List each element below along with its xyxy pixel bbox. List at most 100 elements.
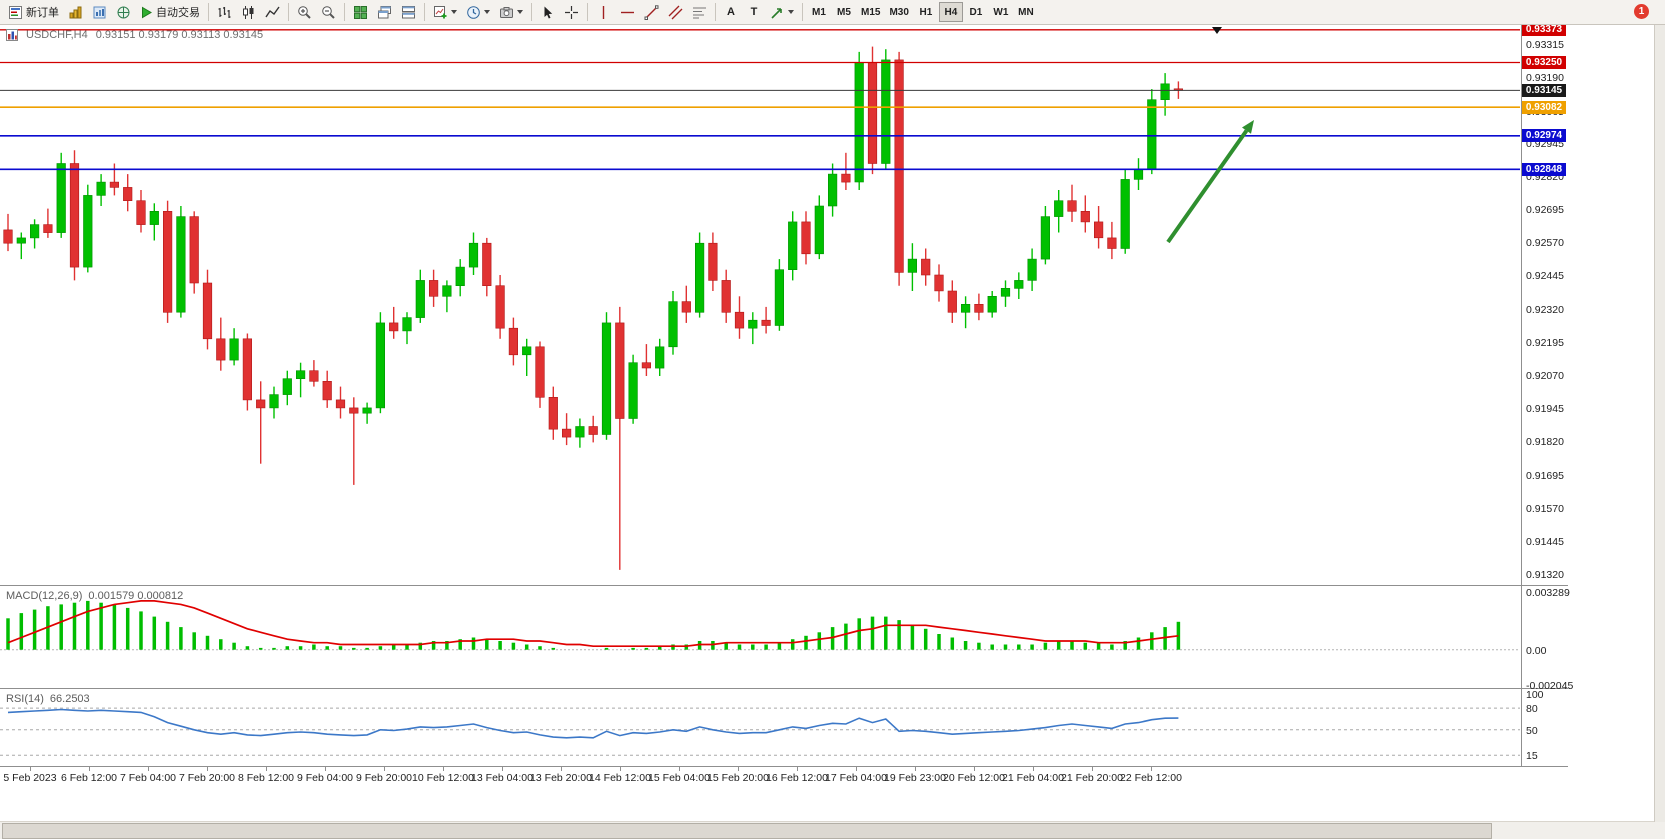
autotrading-play-icon	[142, 6, 152, 18]
toolbar-separator	[587, 3, 588, 21]
autotrading-button[interactable]: 自动交易	[136, 2, 204, 22]
time-axis: 5 Feb 2023 6 Feb 12:00 7 Feb 04:00 7 Feb 20…	[0, 767, 1520, 789]
market-watch-icon	[93, 6, 106, 18]
cursor-button[interactable]	[536, 2, 559, 22]
zoom-out-button[interactable]	[317, 2, 340, 22]
chart-shift-marker[interactable]	[1212, 27, 1222, 34]
trendline-button[interactable]	[640, 2, 663, 22]
time-axis-label: 14 Feb 12:00	[589, 772, 651, 784]
dropdown-caret-icon	[517, 10, 523, 14]
market-watch-button[interactable]	[88, 2, 111, 22]
timeframe-mn-button[interactable]: MN	[1014, 2, 1038, 22]
bars-chart-button[interactable]	[213, 2, 236, 22]
vertical-line-button[interactable]	[592, 2, 615, 22]
tile-horizontal-button[interactable]	[397, 2, 420, 22]
time-axis-label: 13 Feb 04:00	[471, 772, 533, 784]
line-chart-icon	[265, 6, 280, 17]
toolbar-separator	[344, 3, 345, 21]
price-chart-canvas[interactable]	[0, 24, 1520, 585]
time-axis-label: 9 Feb 20:00	[355, 772, 413, 784]
camera-icon	[500, 6, 513, 18]
price-axis-label: 0.93190	[1526, 72, 1564, 85]
charts-profile-button[interactable]	[64, 2, 87, 22]
time-axis-label: 21 Feb 04:00	[1002, 772, 1064, 784]
fibonacci-button[interactable]	[688, 2, 711, 22]
price-axis-label: 0.91320	[1526, 569, 1564, 582]
tile-windows-icon	[354, 5, 367, 19]
time-axis-label: 5 Feb 2023	[3, 772, 57, 784]
navigator-button[interactable]	[112, 2, 135, 22]
time-axis-label: 22 Feb 12:00	[1120, 772, 1182, 784]
horizontal-scrollbar[interactable]	[0, 821, 1665, 839]
new-order-button[interactable]: 新订单	[4, 2, 63, 22]
rsi-line	[7, 708, 1179, 739]
timeframe-h1-button[interactable]: H1	[914, 2, 938, 22]
candles-chart-button[interactable]	[237, 2, 260, 22]
notification-badge[interactable]: 1	[1634, 4, 1649, 19]
trend-arrow-object[interactable]	[1166, 129, 1249, 244]
price-axis-label: 0.93315	[1526, 39, 1564, 52]
dropdown-caret-icon	[788, 10, 794, 14]
navigator-icon	[117, 6, 130, 18]
autotrading-label: 自动交易	[156, 7, 200, 19]
timeframe-m1-button[interactable]: M1	[807, 2, 831, 22]
arrows-tool-button[interactable]	[766, 2, 798, 22]
time-axis-label: 7 Feb 20:00	[178, 772, 236, 784]
cascade-windows-button[interactable]	[373, 2, 396, 22]
time-axis-tick	[561, 767, 562, 771]
timeframe-m15-button[interactable]: M15	[857, 2, 884, 22]
cascade-windows-icon	[378, 5, 391, 18]
price-tag: 0.92974	[1522, 129, 1566, 143]
tile-windows-button[interactable]	[349, 2, 372, 22]
panel-divider[interactable]	[0, 585, 1568, 587]
time-axis-label: 15 Feb 20:00	[707, 772, 769, 784]
time-axis-label: 15 Feb 04:00	[648, 772, 710, 784]
timeframe-m5-button[interactable]: M5	[832, 2, 856, 22]
timeframe-m30-button[interactable]: M30	[885, 2, 912, 22]
label-icon: T	[750, 6, 758, 18]
channel-button[interactable]	[664, 2, 687, 22]
time-axis-label: 7 Feb 04:00	[119, 772, 177, 784]
time-axis-tick	[148, 767, 149, 771]
macd-label: MACD(12,26,9)	[6, 590, 83, 602]
snapshot-button[interactable]	[495, 2, 527, 22]
time-axis-tick	[1092, 767, 1093, 771]
rsi-label: RSI(14)	[6, 693, 44, 705]
time-axis-tick	[620, 767, 621, 771]
price-tag: 0.93145	[1522, 83, 1566, 97]
toolbar-separator	[802, 3, 803, 21]
crosshair-button[interactable]	[560, 2, 583, 22]
time-axis-label: 20 Feb 12:00	[943, 772, 1005, 784]
label-tool-button[interactable]: T	[743, 2, 765, 22]
new-chart-button[interactable]	[429, 2, 461, 22]
scrollbar-thumb[interactable]	[2, 823, 1492, 839]
price-tag: 0.93082	[1522, 100, 1566, 114]
horizontal-line-button[interactable]	[616, 2, 639, 22]
time-axis-line	[0, 766, 1568, 767]
macd-axis-label: 0.00	[1526, 644, 1547, 657]
macd-panel-canvas[interactable]	[0, 587, 1520, 688]
price-axis-label: 0.91570	[1526, 502, 1564, 515]
panel-divider[interactable]	[0, 688, 1568, 690]
timeframe-w1-button[interactable]: W1	[989, 2, 1013, 22]
cursor-icon	[544, 6, 553, 18]
time-axis-label: 8 Feb 12:00	[237, 772, 295, 784]
dropdown-caret-icon	[484, 10, 490, 14]
price-tag: 0.92848	[1522, 162, 1566, 176]
rsi-panel-canvas[interactable]	[0, 690, 1520, 766]
time-axis-tick	[325, 767, 326, 771]
line-chart-button[interactable]	[261, 2, 284, 22]
timeframe-h4-button[interactable]: H4	[938, 2, 963, 22]
text-tool-button[interactable]: A	[720, 2, 742, 22]
period-button[interactable]	[462, 2, 494, 22]
tile-horizontal-icon	[402, 5, 415, 18]
timeframe-d1-button[interactable]: D1	[964, 2, 988, 22]
price-tag: 0.93373	[1522, 23, 1566, 37]
time-axis-tick	[915, 767, 916, 771]
time-axis-tick	[30, 767, 31, 771]
toolbar-separator	[424, 3, 425, 21]
zoom-in-button[interactable]	[293, 2, 316, 22]
price-axis-label: 0.91695	[1526, 469, 1564, 482]
symbol-period-label: USDCHF,H4	[26, 29, 88, 41]
